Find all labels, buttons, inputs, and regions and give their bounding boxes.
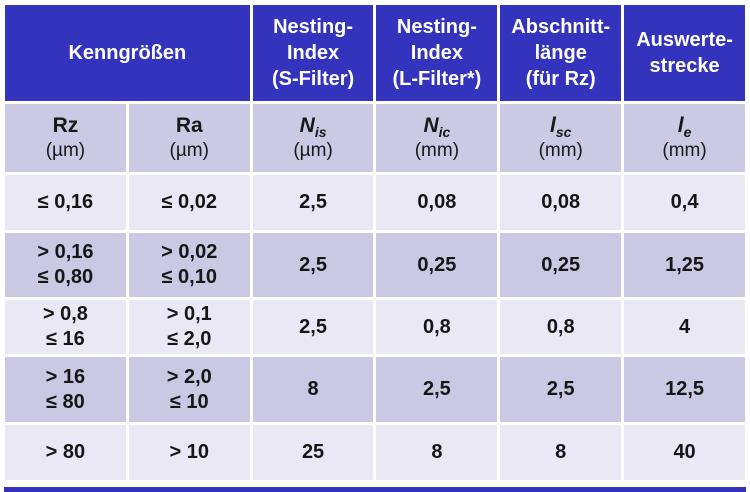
cell-rz-range: > 16 ≤ 80 bbox=[5, 357, 126, 422]
cell-nic-value: 8 bbox=[376, 425, 498, 480]
subheader-nic: Nic (mm) bbox=[376, 104, 498, 172]
cell-le-value: 0,4 bbox=[624, 175, 745, 230]
cell-lsc-value: 2,5 bbox=[500, 357, 622, 422]
cell-lsc-value: 0,08 bbox=[500, 175, 622, 230]
cell-rz-range: > 0,8 ≤ 16 bbox=[5, 300, 126, 354]
header-row: Kenngrößen Nesting- Index (S-Filter) Nes… bbox=[5, 5, 745, 101]
subheader-le: le (mm) bbox=[624, 104, 745, 172]
header-abschnitt-label: Abschnitt- länge (für Rz) bbox=[511, 16, 611, 90]
symbol-lsc: lsc bbox=[550, 113, 572, 140]
cell-lsc-value: 0,25 bbox=[500, 233, 622, 297]
header-auswerte-label: Auswerte- strecke bbox=[636, 29, 733, 77]
table-row: > 0,16 ≤ 0,80 > 0,02 ≤ 0,10 2,5 0,25 0,2… bbox=[5, 233, 745, 297]
header-kenngroessen: Kenngrößen bbox=[5, 5, 250, 101]
unit-lsc: (mm) bbox=[538, 139, 583, 161]
cell-ra-range: > 10 bbox=[128, 425, 250, 480]
cell-ra-range: > 0,1 ≤ 2,0 bbox=[128, 300, 250, 354]
symbol-ra: Ra bbox=[175, 113, 203, 137]
subheader-row: Rz (µm) Ra (µm) Nis (µm) Nic (mm) lsc bbox=[5, 104, 745, 172]
header-nesting-index-s-filter: Nesting- Index (S-Filter) bbox=[252, 5, 374, 101]
cell-ra-range: > 0,02 ≤ 0,10 bbox=[128, 233, 250, 297]
cell-rz-range: ≤ 0,16 bbox=[5, 175, 126, 230]
cell-lsc-value: 0,8 bbox=[500, 300, 622, 354]
symbol-nic: Nic bbox=[423, 113, 451, 140]
table-bottom-border bbox=[4, 487, 746, 492]
subheader-ra: Ra (µm) bbox=[128, 104, 250, 172]
header-nesting-s-label: Nesting- Index (S-Filter) bbox=[271, 16, 355, 90]
header-kenngroessen-label: Kenngrößen bbox=[68, 42, 187, 64]
cell-nic-value: 0,08 bbox=[376, 175, 498, 230]
cell-nic-value: 0,25 bbox=[376, 233, 498, 297]
table-row: > 16 ≤ 80 > 2,0 ≤ 10 8 2,5 2,5 12,5 bbox=[5, 357, 745, 422]
unit-nic: (mm) bbox=[414, 139, 460, 161]
cell-nic-value: 0,8 bbox=[376, 300, 498, 354]
cell-nis-value: 8 bbox=[252, 357, 374, 422]
cell-le-value: 12,5 bbox=[624, 357, 745, 422]
unit-rz: (µm) bbox=[45, 139, 86, 161]
subheader-lsc: lsc (mm) bbox=[500, 104, 622, 172]
cell-ra-range: ≤ 0,02 bbox=[128, 175, 250, 230]
cell-nis-value: 2,5 bbox=[252, 300, 374, 354]
cell-ra-range: > 2,0 ≤ 10 bbox=[128, 357, 250, 422]
cell-le-value: 4 bbox=[624, 300, 745, 354]
cell-nis-value: 25 bbox=[252, 425, 374, 480]
cell-le-value: 40 bbox=[624, 425, 745, 480]
unit-nis: (µm) bbox=[293, 139, 333, 161]
roughness-parameter-table: Kenngrößen Nesting- Index (S-Filter) Nes… bbox=[2, 2, 748, 483]
header-nesting-l-label: Nesting- Index (L-Filter*) bbox=[392, 16, 482, 90]
cell-nic-value: 2,5 bbox=[376, 357, 498, 422]
table-row: > 0,8 ≤ 16 > 0,1 ≤ 2,0 2,5 0,8 0,8 4 bbox=[5, 300, 745, 354]
header-nesting-index-l-filter: Nesting- Index (L-Filter*) bbox=[376, 5, 498, 101]
cell-rz-range: > 80 bbox=[5, 425, 126, 480]
subheader-nis: Nis (µm) bbox=[252, 104, 374, 172]
unit-le: (mm) bbox=[662, 139, 707, 161]
symbol-rz: Rz bbox=[52, 113, 79, 137]
header-abschnittlaenge: Abschnitt- länge (für Rz) bbox=[500, 5, 622, 101]
cell-lsc-value: 8 bbox=[500, 425, 622, 480]
symbol-le: le bbox=[677, 113, 692, 140]
cell-le-value: 1,25 bbox=[624, 233, 745, 297]
symbol-nis: Nis bbox=[299, 113, 327, 140]
subheader-rz: Rz (µm) bbox=[5, 104, 126, 172]
cell-nis-value: 2,5 bbox=[252, 233, 374, 297]
table-row: ≤ 0,16 ≤ 0,02 2,5 0,08 0,08 0,4 bbox=[5, 175, 745, 230]
table-row: > 80 > 10 25 8 8 40 bbox=[5, 425, 745, 480]
header-auswertestrecke: Auswerte- strecke bbox=[624, 5, 745, 101]
cell-nis-value: 2,5 bbox=[252, 175, 374, 230]
unit-ra: (µm) bbox=[169, 139, 209, 161]
cell-rz-range: > 0,16 ≤ 0,80 bbox=[5, 233, 126, 297]
